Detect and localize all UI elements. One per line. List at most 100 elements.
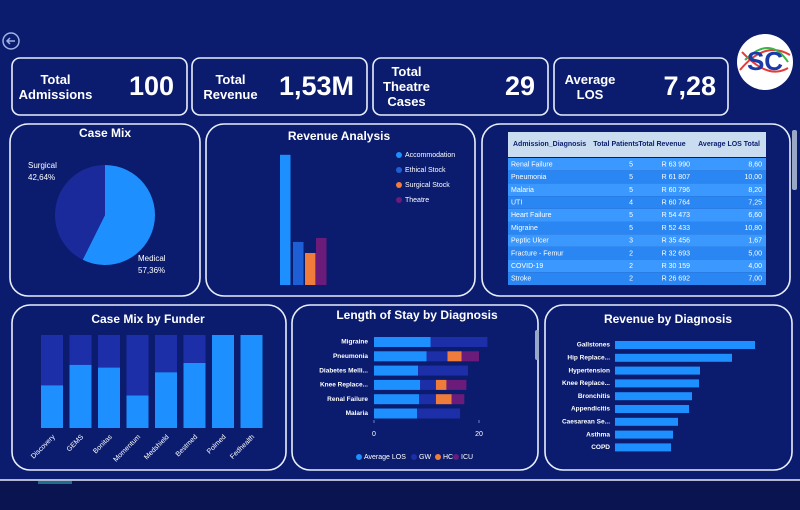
bar-segment	[240, 335, 263, 428]
legend-label: ICU	[461, 454, 473, 461]
logo-swoosh	[739, 49, 791, 73]
kpi-value: 1,53M	[278, 71, 354, 101]
bar-segment	[435, 379, 447, 390]
x-tick-label: 0	[372, 431, 376, 438]
bar	[615, 353, 732, 362]
bar-segment	[41, 335, 63, 386]
bar-segment	[126, 395, 149, 428]
kpi-label: Total Theatre Cases	[383, 64, 430, 109]
table-cell: R 60 796	[662, 187, 691, 194]
table-row-bg	[508, 158, 766, 171]
table-cell: 5	[629, 212, 633, 219]
kpi: Average LOS 7,28	[560, 58, 730, 115]
page-tab[interactable]	[38, 481, 72, 484]
legend-label: HC	[443, 454, 453, 461]
table-cell: 2	[629, 250, 633, 257]
table-row-bg	[508, 170, 766, 184]
table-header: Average LOS Total	[698, 141, 760, 148]
bar-segment	[435, 394, 452, 405]
y-tick-label: Renal Failure	[327, 396, 368, 403]
bar-segment	[420, 379, 436, 390]
legend-marker	[396, 152, 402, 158]
bar	[615, 405, 689, 413]
back-button[interactable]	[2, 32, 20, 50]
legend-marker	[396, 182, 402, 188]
y-tick-label: Hypertension	[568, 367, 610, 374]
bar-segment	[69, 335, 92, 365]
kpi-label: Total Revenue	[203, 71, 258, 102]
scrollbar[interactable]	[535, 330, 539, 360]
table-row-bg	[508, 259, 766, 273]
bar-segment	[183, 335, 206, 363]
table-cell: Pneumonia	[511, 174, 547, 181]
table-cell: R 30 159	[662, 263, 691, 270]
table-cell: 2	[629, 276, 633, 283]
kpi-card	[372, 57, 549, 116]
table-header: Total Patients	[593, 141, 638, 148]
legend-marker	[396, 167, 402, 173]
bar	[316, 237, 327, 285]
kpi-label: Average LOS	[564, 71, 616, 102]
bar-segment	[374, 394, 420, 405]
bar-segment	[374, 379, 421, 390]
bar	[293, 241, 304, 285]
bar-segment	[374, 365, 419, 376]
kpi: Total Revenue 1,53M	[198, 58, 368, 115]
back-arrow	[5, 37, 15, 45]
chart-title: Revenue Analysis	[288, 129, 391, 143]
legend-label: GW	[419, 454, 431, 461]
bar	[305, 252, 316, 285]
y-tick-label: Caesarean Se...	[562, 419, 610, 426]
table-cell: 5,00	[748, 250, 762, 257]
scrollbar[interactable]	[792, 130, 797, 190]
bar	[615, 417, 678, 426]
table-cell: 3	[629, 238, 633, 245]
legend-marker	[435, 454, 441, 460]
table-cell: R 32 693	[662, 250, 691, 257]
bar-segment	[447, 351, 462, 362]
bar-segment	[417, 408, 461, 419]
bar	[615, 379, 699, 388]
y-tick-label: Knee Replace...	[562, 380, 610, 387]
bar-segment	[374, 351, 427, 362]
table-cell: Stroke	[511, 276, 531, 283]
table-cell: UTI	[511, 200, 522, 207]
bar	[280, 154, 291, 285]
table-row-bg	[508, 246, 766, 260]
bar-segment	[430, 337, 488, 347]
legend-marker	[356, 454, 362, 460]
bar-segment	[183, 362, 206, 428]
bar-segment	[419, 394, 436, 405]
table-cell: 1,67	[748, 238, 762, 245]
bar	[615, 341, 755, 349]
table-cell: 7,00	[748, 276, 762, 283]
x-tick-label: 20	[475, 431, 483, 438]
footer	[0, 480, 800, 510]
pie-slice	[82, 165, 156, 265]
legend-label: Average LOS	[364, 454, 406, 461]
table-header: Total Revenue	[638, 141, 685, 148]
kpi: Total Admissions 100	[18, 58, 188, 115]
bar-segment	[461, 351, 479, 362]
y-tick-label: COPD	[591, 444, 610, 451]
y-tick-label: Asthma	[586, 431, 610, 438]
kpi-value: 29	[504, 71, 535, 101]
kpi-value: 100	[128, 71, 174, 101]
bar-segment	[41, 385, 63, 428]
table-cell: R 54 473	[662, 212, 691, 219]
logo-circle	[737, 34, 793, 90]
table-header-bg	[508, 132, 766, 157]
bar-segment	[155, 372, 177, 428]
table-cell: R 60 764	[662, 200, 691, 207]
table-cell: 8,20	[748, 187, 762, 194]
table-cell: 7,25	[748, 200, 762, 207]
bar-segment	[126, 335, 149, 396]
chart-title: Case Mix	[79, 126, 131, 140]
y-tick-label: Malaria	[346, 410, 369, 417]
legend-label: Ethical Stock	[405, 167, 446, 174]
bar-segment	[155, 335, 177, 373]
table-cell: 10,80	[744, 225, 762, 232]
chart-title: Revenue by Diagnosis	[604, 312, 732, 326]
